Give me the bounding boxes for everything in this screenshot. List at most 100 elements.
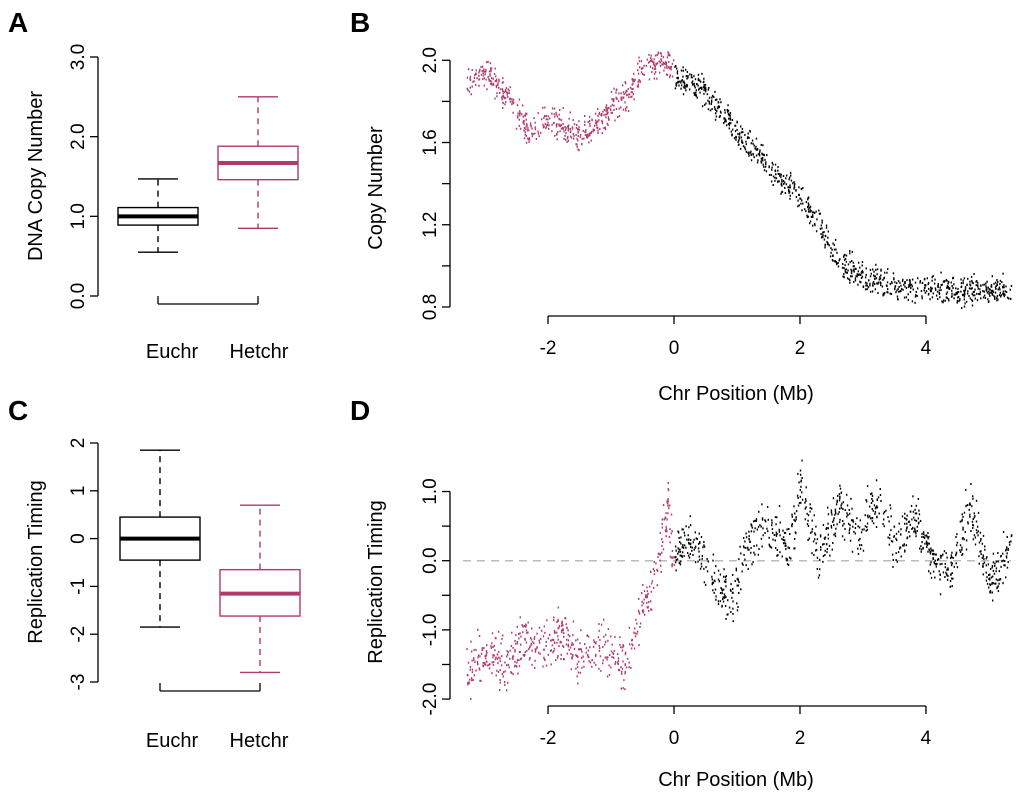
data-point xyxy=(842,275,844,278)
data-point xyxy=(843,276,845,279)
data-point xyxy=(731,134,733,137)
data-point xyxy=(996,299,998,302)
data-point xyxy=(973,516,976,519)
data-point xyxy=(813,538,816,541)
data-point xyxy=(970,287,972,290)
data-point xyxy=(704,83,707,86)
data-point xyxy=(931,279,933,282)
data-point xyxy=(956,533,958,536)
data-point xyxy=(632,644,634,647)
data-point xyxy=(950,557,952,560)
data-point xyxy=(903,283,905,286)
data-point xyxy=(497,670,500,673)
data-point xyxy=(641,592,643,595)
data-point xyxy=(586,634,588,637)
data-point xyxy=(595,641,597,644)
data-point xyxy=(795,510,798,513)
data-point xyxy=(530,642,533,645)
data-point xyxy=(926,543,929,546)
data-point xyxy=(709,109,712,112)
data-point xyxy=(719,600,722,603)
data-point xyxy=(605,106,607,109)
data-point xyxy=(675,549,677,552)
data-point xyxy=(715,115,718,118)
data-point xyxy=(473,657,475,660)
data-point xyxy=(941,562,943,565)
data-point xyxy=(504,97,507,100)
data-point xyxy=(872,274,875,277)
data-point xyxy=(991,583,993,586)
data-point xyxy=(579,133,582,136)
data-point xyxy=(479,68,481,71)
data-point xyxy=(946,568,948,571)
data-point xyxy=(979,293,981,296)
data-point xyxy=(811,519,813,522)
data-point xyxy=(478,84,480,87)
data-point xyxy=(679,563,682,566)
data-point xyxy=(960,307,963,309)
data-point xyxy=(761,152,763,155)
data-point xyxy=(560,658,562,661)
data-point xyxy=(883,277,885,280)
data-point xyxy=(964,286,967,289)
data-point xyxy=(572,634,574,637)
data-point xyxy=(963,538,965,541)
data-point xyxy=(818,209,820,212)
data-point xyxy=(701,557,703,560)
data-point xyxy=(842,524,844,527)
data-point xyxy=(567,633,570,636)
data-point xyxy=(749,130,751,133)
data-point xyxy=(780,192,782,195)
data-point xyxy=(688,556,691,559)
data-point xyxy=(805,500,807,503)
data-point xyxy=(990,576,993,579)
data-point xyxy=(727,104,729,107)
data-point xyxy=(779,521,781,524)
data-point xyxy=(865,529,867,532)
data-point xyxy=(985,289,988,292)
panel-a-boxplot: DNA Copy Number Euchr Hetchr 0.01.02.03.… xyxy=(25,44,299,363)
data-point xyxy=(912,526,914,529)
data-point xyxy=(555,133,558,136)
data-point xyxy=(780,183,782,186)
data-point xyxy=(972,294,974,297)
data-point xyxy=(653,64,656,67)
data-point xyxy=(545,640,547,643)
data-point xyxy=(556,620,558,623)
data-point xyxy=(946,574,948,577)
data-point xyxy=(906,279,908,282)
data-point xyxy=(945,571,947,574)
data-point xyxy=(575,639,577,642)
data-point xyxy=(502,81,504,84)
data-point xyxy=(759,149,761,152)
data-point xyxy=(831,513,833,516)
data-point xyxy=(848,529,851,532)
data-point xyxy=(796,494,799,497)
data-point xyxy=(852,519,854,522)
data-point xyxy=(827,537,830,540)
data-point xyxy=(621,667,624,670)
data-point xyxy=(557,627,559,630)
data-point xyxy=(559,124,562,127)
data-point xyxy=(842,508,844,511)
data-point xyxy=(929,563,931,566)
data-point xyxy=(953,293,955,296)
data-point xyxy=(617,115,619,118)
data-point xyxy=(988,293,990,296)
data-point xyxy=(470,640,472,643)
data-point xyxy=(496,95,498,98)
data-point xyxy=(873,504,876,507)
data-point xyxy=(937,558,939,561)
data-point xyxy=(869,515,871,518)
data-point xyxy=(825,226,828,229)
data-point xyxy=(743,146,746,149)
data-point xyxy=(486,88,488,91)
data-point xyxy=(602,618,605,621)
data-point xyxy=(740,552,742,555)
panel-c-ylabel: Replication Timing xyxy=(25,480,47,643)
data-point xyxy=(509,649,511,652)
data-point xyxy=(545,125,548,128)
data-point xyxy=(677,547,679,550)
data-point xyxy=(483,84,485,87)
data-point xyxy=(976,525,979,528)
